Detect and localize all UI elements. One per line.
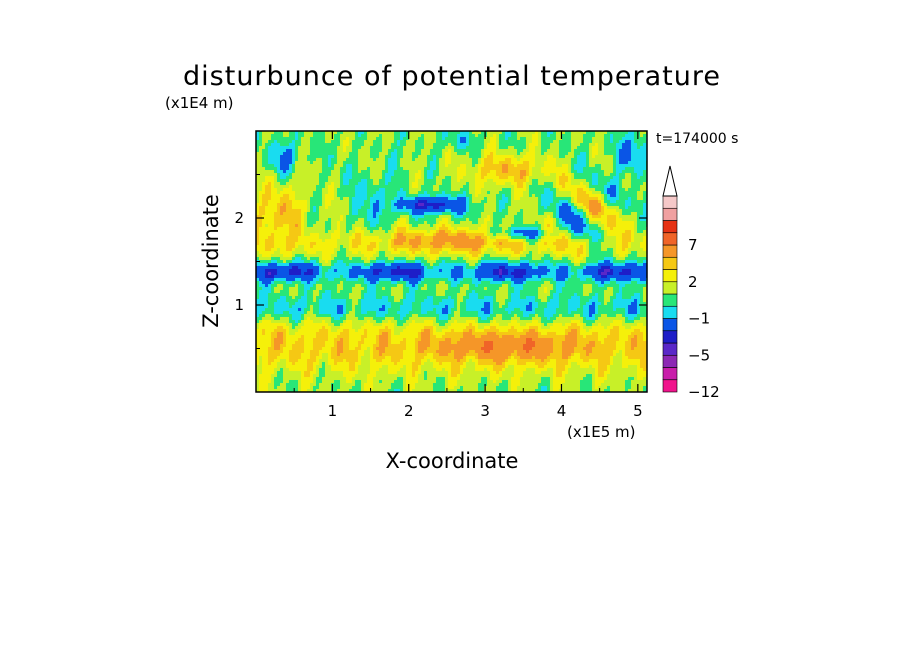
- colorbar: 7 2 −1 −5 −12: [662, 165, 720, 401]
- colorbar-label: −5: [688, 346, 710, 364]
- time-label: t=174000 s: [656, 131, 738, 147]
- plot-area: [256, 131, 647, 392]
- colorbar-swatch: [662, 318, 678, 332]
- x-tick-label: 3: [480, 402, 490, 420]
- colorbar-swatch: [662, 305, 678, 319]
- colorbar-swatch: [662, 220, 678, 234]
- colorbar-label: −1: [688, 310, 710, 328]
- y-tick-label: 2: [234, 209, 244, 227]
- colorbar-swatch: [662, 293, 678, 307]
- x-tick-label: 1: [328, 402, 338, 420]
- colorbar-swatch: [662, 330, 678, 344]
- x-axis: 1 2 3 4 5: [293, 131, 643, 420]
- colorbar-swatch: [662, 281, 678, 295]
- colorbar-swatch: [662, 207, 678, 221]
- colorbar-swatch: [662, 342, 678, 356]
- colorbar-swatch: [662, 244, 678, 258]
- x-unit-label: (x1E5 m): [567, 423, 636, 441]
- colorbar-label: 7: [688, 236, 698, 254]
- colorbar-swatch: [662, 269, 678, 283]
- colorbar-label: 2: [688, 273, 698, 291]
- colorbar-swatch: [662, 256, 678, 270]
- x-axis-title: X-coordinate: [386, 449, 519, 473]
- colorbar-swatch: [662, 379, 678, 393]
- colorbar-label: −12: [688, 383, 720, 401]
- colorbar-swatch: [662, 195, 678, 209]
- y-tick-label: 1: [234, 296, 244, 314]
- colorbar-swatch: [662, 354, 678, 368]
- colorbar-extend-arrow: [662, 165, 678, 197]
- x-tick-label: 4: [557, 402, 567, 420]
- colorbar-swatch: [662, 367, 678, 381]
- chart-title: disturbunce of potential temperature: [183, 61, 721, 92]
- colorbar-swatch: [662, 232, 678, 246]
- y-unit-label: (x1E4 m): [165, 94, 234, 112]
- y-axis-title: Z-coordinate: [199, 194, 223, 328]
- y-axis: 12: [234, 174, 647, 349]
- x-tick-label: 2: [404, 402, 414, 420]
- x-tick-label: 5: [633, 402, 643, 420]
